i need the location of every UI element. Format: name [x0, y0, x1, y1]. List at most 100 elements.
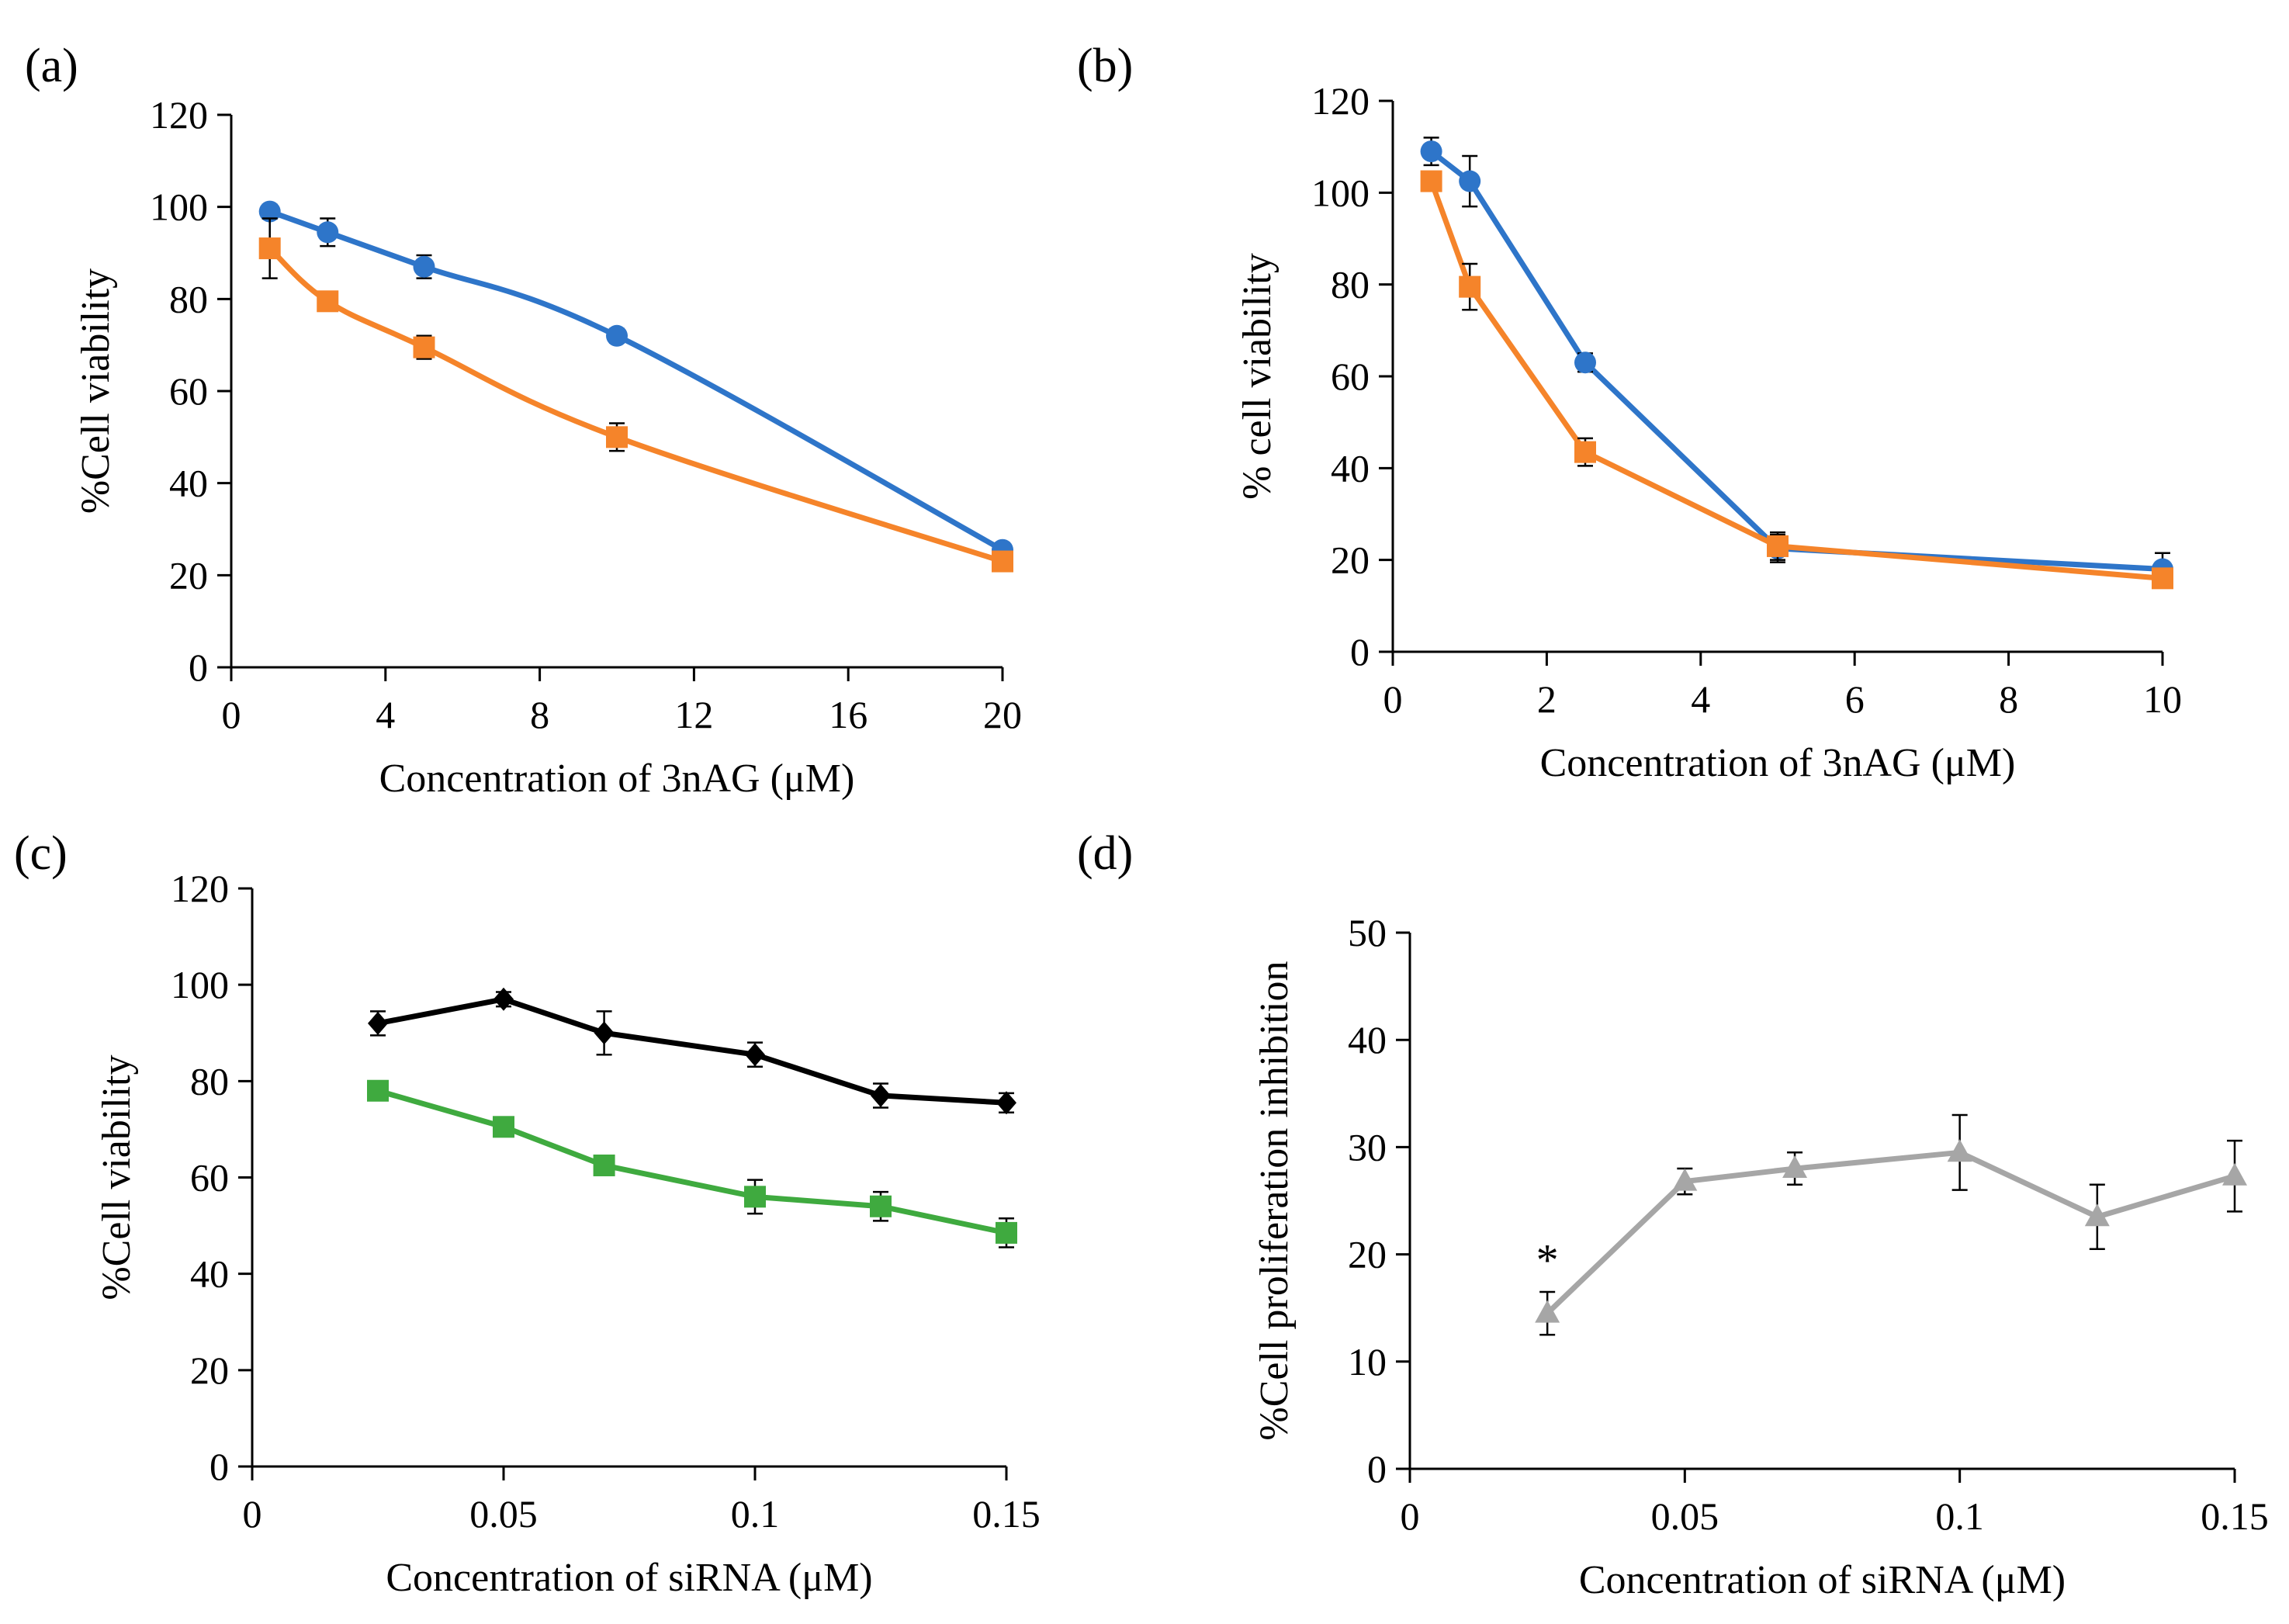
data-point-blue-circle	[1574, 351, 1596, 374]
y-axis-title: %Cell viability	[74, 268, 118, 514]
y-tick-label: 80	[169, 277, 208, 320]
data-point-blue-circle	[413, 255, 435, 278]
y-tick-label: 0	[1350, 630, 1370, 673]
data-point-gray-triangle	[2222, 1162, 2247, 1186]
series-line-gray-triangle	[1545, 1149, 2235, 1316]
chart-a: 0 20 40 60 80 100 120 0 4 8 12 16 20 Concentration of…	[74, 93, 1022, 801]
y-tick-label: 0	[189, 646, 208, 689]
data-point-orange-square	[1767, 535, 1789, 557]
data-point-blue-circle	[1420, 140, 1442, 163]
data-point-green-square	[996, 1221, 1017, 1244]
x-tick-label: 0	[222, 693, 241, 736]
chart-d: 0 10 20 30 40 50 0 0.05 0.1 0.15 Concentration of …	[1252, 911, 2269, 1602]
panel-d-label: (d)	[1077, 827, 1133, 880]
data-point-blue-circle	[317, 221, 339, 244]
chart-c: 0 20 40 60 80 100 120 0 0.05 0.1 0.15 Concentration…	[95, 867, 1041, 1600]
x-tick-label: 12	[674, 693, 713, 736]
data-point-gray-triangle	[2084, 1203, 2110, 1227]
series-line-blue-circle	[1429, 149, 2163, 572]
data-point-orange-square	[317, 290, 339, 313]
x-tick-label: 10	[2143, 677, 2182, 721]
x-axis-title: Concentration of siRNA (μM)	[1579, 1558, 2066, 1602]
y-tick-label: 40	[190, 1252, 229, 1296]
data-point-gray-triangle	[1947, 1139, 1972, 1162]
x-tick-label: 0.15	[972, 1492, 1041, 1536]
series-line-blue-circle	[268, 209, 1004, 552]
data-point-gray-triangle	[1535, 1300, 1560, 1323]
y-tick-label: 60	[169, 369, 208, 413]
data-point-orange-square	[413, 336, 435, 358]
data-point-black-diamond	[745, 1043, 765, 1067]
y-axis-title: %Cell proliferation inhibition	[1252, 961, 1297, 1440]
x-axis-title: Concentration of siRNA (μM)	[386, 1556, 872, 1600]
panel-c-label: (c)	[14, 827, 68, 880]
y-tick-label: 20	[190, 1349, 229, 1392]
y-tick-label: 20	[1348, 1233, 1387, 1276]
x-tick-label: 0	[243, 1492, 262, 1536]
panel-b-label: (b)	[1077, 40, 1133, 92]
x-tick-label: 6	[1845, 677, 1865, 721]
data-point-black-diamond	[594, 1021, 615, 1045]
series-line-black-diamond	[377, 996, 1007, 1106]
y-tick-label: 40	[1348, 1018, 1387, 1061]
y-tick-label: 120	[171, 867, 229, 910]
x-tick-label: 4	[1691, 677, 1710, 721]
x-tick-label: 8	[530, 693, 549, 736]
x-tick-label: 8	[1999, 677, 2018, 721]
data-point-orange-square	[1574, 441, 1596, 463]
panel-a-label: (a)	[25, 40, 78, 92]
y-tick-label: 60	[1331, 355, 1370, 398]
y-tick-label: 100	[150, 185, 208, 229]
x-axis-title: Concentration of 3nAG (μM)	[379, 757, 855, 801]
data-point-black-diamond	[368, 1011, 388, 1035]
series-line-orange-square	[1428, 180, 2163, 581]
x-tick-label: 16	[829, 693, 867, 736]
y-tick-label: 30	[1348, 1125, 1387, 1169]
y-tick-label: 80	[1331, 263, 1370, 306]
x-tick-label: 0.05	[469, 1492, 538, 1536]
x-tick-label: 2	[1537, 677, 1557, 721]
x-tick-label: 0.1	[731, 1492, 780, 1536]
data-point-green-square	[744, 1186, 766, 1208]
data-point-blue-circle	[1459, 170, 1481, 192]
x-tick-label: 0	[1383, 677, 1403, 721]
y-tick-label: 40	[1331, 446, 1370, 490]
y-axis-title: % cell viability	[1235, 253, 1280, 500]
data-point-black-diamond	[493, 987, 514, 1011]
series-line-green-square	[377, 1088, 1007, 1236]
y-tick-label: 120	[1311, 79, 1370, 123]
data-point-orange-square	[2152, 567, 2173, 590]
y-tick-label: 60	[190, 1156, 229, 1200]
data-point-orange-square	[1420, 170, 1442, 192]
y-tick-label: 20	[169, 553, 208, 597]
data-point-orange-square	[1459, 275, 1481, 298]
data-point-green-square	[593, 1154, 615, 1176]
y-axis-title: %Cell viability	[95, 1054, 139, 1300]
x-tick-label: 20	[983, 693, 1022, 736]
series-line-orange-square	[268, 246, 1004, 564]
data-point-green-square	[870, 1195, 892, 1217]
y-tick-label: 100	[171, 963, 229, 1006]
x-tick-label: 0.15	[2201, 1494, 2269, 1538]
y-tick-label: 0	[1367, 1447, 1387, 1491]
data-point-orange-square	[258, 237, 281, 260]
data-point-green-square	[367, 1079, 389, 1102]
chart-b: 0 20 40 60 80 100 120 0 2 4 6 8 10 Concentration of 3…	[1235, 79, 2182, 785]
data-point-black-diamond	[871, 1083, 891, 1107]
x-tick-label: 0.1	[1935, 1494, 1984, 1538]
y-tick-label: 50	[1348, 911, 1387, 954]
y-tick-label: 40	[169, 462, 208, 505]
y-tick-label: 80	[190, 1059, 229, 1103]
x-tick-label: 0.05	[1651, 1494, 1719, 1538]
data-point-orange-square	[992, 550, 1013, 573]
x-axis-title: Concentration of 3nAG (μM)	[1540, 741, 2016, 785]
data-point-blue-circle	[258, 200, 281, 223]
y-tick-label: 10	[1348, 1340, 1387, 1383]
data-point-gray-triangle	[1672, 1168, 1698, 1191]
y-tick-label: 120	[150, 93, 208, 137]
y-tick-label: 20	[1331, 538, 1370, 582]
data-point-gray-triangle	[1782, 1155, 1808, 1179]
y-tick-label: 0	[210, 1445, 229, 1488]
significance-star: *	[1536, 1235, 1559, 1286]
